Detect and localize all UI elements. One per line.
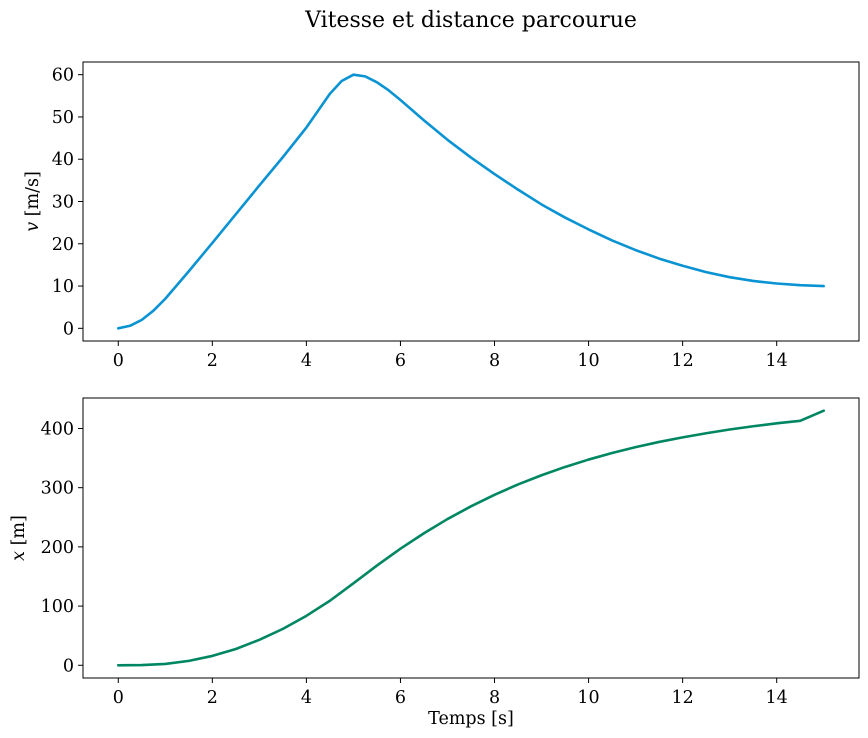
distance-x-tick-label: 8 [489,688,500,708]
distance-y-axis-variable: x [9,551,29,561]
velocity-y-tick-label: 50 [52,108,74,128]
velocity-y-tick-label: 60 [52,66,74,86]
distance-x-tick-label: 12 [671,688,693,708]
velocity-x-tick-label: 8 [489,351,500,371]
distance-y-tick-label: 200 [41,538,74,558]
velocity-series-line [116,73,826,330]
velocity-y-tick-label: 20 [52,235,74,255]
velocity-x-tick-label: 6 [395,351,406,371]
distance-series-line [116,409,826,667]
distance-x-tick-label: 4 [301,688,312,708]
distance-x-tick-label: 0 [113,688,124,708]
velocity-x-tick-label: 12 [671,351,693,371]
distance-x-tick-label: 2 [207,688,218,708]
distance-y-tick-label: 0 [63,656,74,676]
distance-y-axis-unit: [m] [9,515,29,551]
velocity-x-tick-label: 4 [301,351,312,371]
distance-x-tick-label: 6 [395,688,406,708]
velocity-y-tick-label: 10 [52,277,74,297]
velocity-x-tick-label: 0 [113,351,124,371]
figure-title: Vitesse et distance parcourue [304,8,637,33]
velocity-y-tick-label: 30 [52,193,74,213]
distance-y-tick-label: 300 [41,479,74,499]
velocity-y-axis-variable: v [23,222,43,232]
velocity-x-tick-label: 2 [207,351,218,371]
distance-y-tick-label: 100 [41,597,74,617]
velocity-y-tick-label: 40 [52,150,74,170]
distance-panel: x [m] Temps [s] 0 2 4 6 8 10 12 14 0 100 200 300 400 [9,397,860,729]
velocity-y-axis-label: v [m/s] [23,171,43,232]
velocity-plot-frame [82,61,860,342]
distance-y-axis-label: x [m] [9,515,29,561]
velocity-y-axis-unit: [m/s] [23,171,43,222]
velocity-y-tick-label: 0 [63,319,74,339]
x-axis-label: Temps [s] [428,709,514,729]
distance-x-tick-label: 14 [766,688,788,708]
velocity-panel: v [m/s] 0 2 4 6 8 10 12 14 0 10 20 30 40 50 60 [23,61,860,371]
velocity-x-tick-label: 10 [577,351,599,371]
distance-plot-frame [82,397,860,679]
velocity-x-tick-label: 14 [766,351,788,371]
distance-y-tick-label: 400 [41,419,74,439]
distance-x-tick-label: 10 [577,688,599,708]
